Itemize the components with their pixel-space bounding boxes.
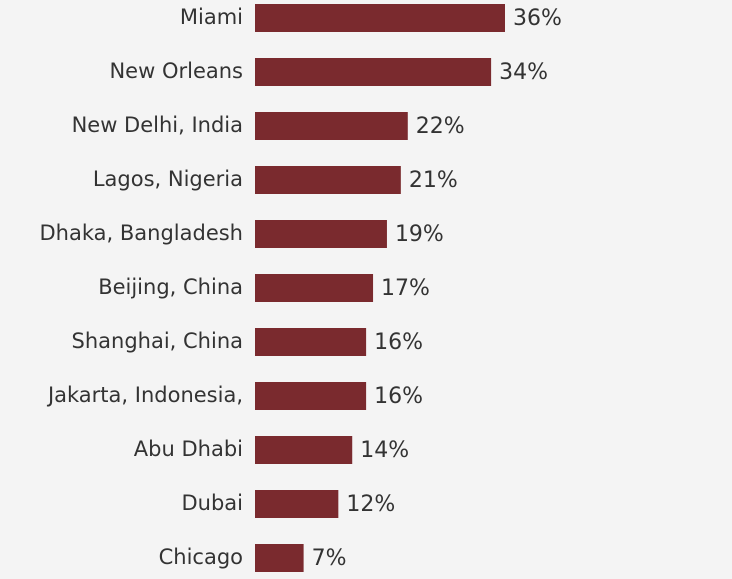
category-label: Abu Dhabi — [134, 437, 243, 461]
bar — [255, 58, 492, 86]
category-label: Dubai — [181, 491, 243, 515]
category-label: Lagos, Nigeria — [93, 167, 243, 191]
value-label: 34% — [499, 60, 548, 85]
value-label: 19% — [395, 222, 444, 247]
bar — [255, 274, 374, 302]
bar — [255, 328, 367, 356]
value-label: 16% — [374, 384, 423, 409]
bar — [255, 382, 367, 410]
value-label: 36% — [513, 6, 562, 31]
value-label: 14% — [360, 438, 409, 463]
value-label: 16% — [374, 330, 423, 355]
bar — [255, 166, 401, 194]
category-label: Chicago — [159, 545, 243, 569]
category-label: New Orleans — [109, 59, 243, 83]
category-label: Shanghai, China — [72, 329, 244, 353]
category-label: Beijing, China — [98, 275, 243, 299]
value-label: 17% — [381, 276, 430, 301]
category-label: Jakarta, Indonesia, — [46, 383, 243, 407]
bar — [255, 490, 339, 518]
value-label: 21% — [409, 168, 458, 193]
category-label: Miami — [180, 5, 243, 29]
bar — [255, 4, 505, 32]
bar — [255, 544, 304, 572]
bar — [255, 220, 387, 248]
category-label: New Delhi, India — [72, 113, 243, 137]
value-label: 7% — [312, 546, 347, 571]
value-label: 12% — [346, 492, 395, 517]
category-label: Dhaka, Bangladesh — [40, 221, 243, 245]
bar — [255, 112, 408, 140]
bar — [255, 436, 353, 464]
value-label: 22% — [416, 114, 465, 139]
